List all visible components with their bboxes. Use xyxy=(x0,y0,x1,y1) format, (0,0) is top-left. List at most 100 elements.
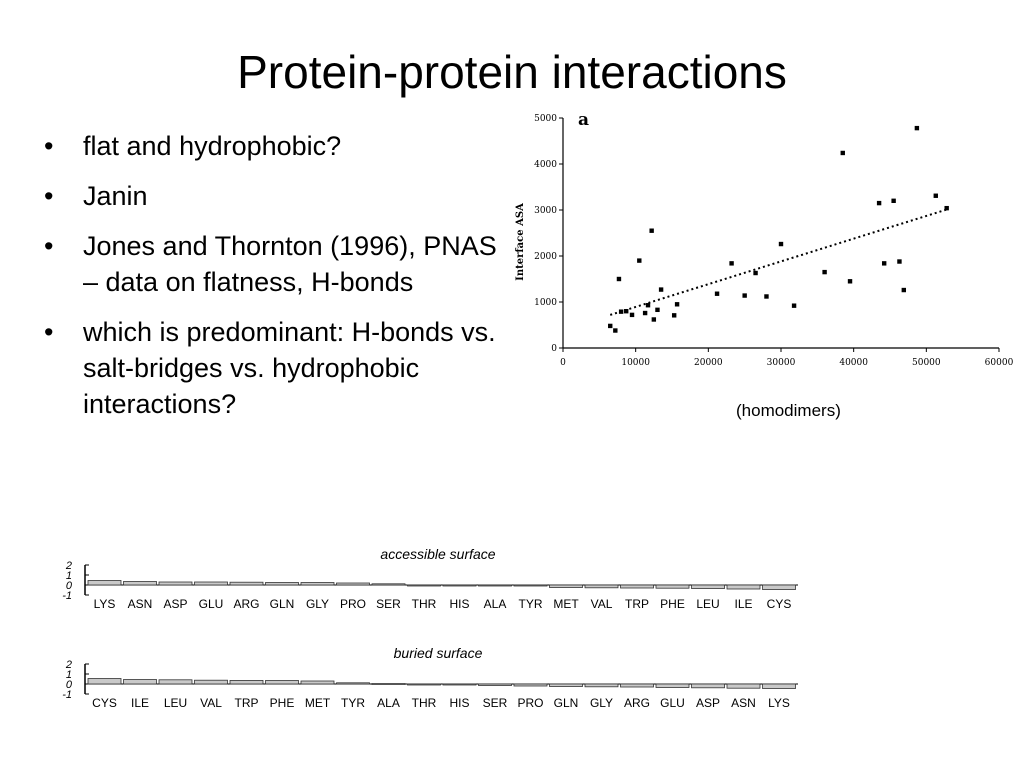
scatter-point xyxy=(618,309,624,314)
bullet-item: which is predominant: H-bonds vs. salt-b… xyxy=(40,314,510,422)
residue-label: ARG xyxy=(233,597,259,611)
scatter-point xyxy=(642,310,648,316)
residue-label: LEU xyxy=(696,597,719,611)
residue-bar xyxy=(87,678,122,685)
scatter-point xyxy=(901,287,907,293)
scatter-point xyxy=(822,269,827,275)
scatter-point xyxy=(791,303,797,308)
residue-bar xyxy=(194,679,228,685)
residue-bar xyxy=(442,683,477,686)
y-tick-label: 3000 xyxy=(534,206,557,216)
residue-bar xyxy=(229,680,264,685)
scatter-point xyxy=(933,193,938,198)
residue-label: PRO xyxy=(517,696,543,710)
scatter-point xyxy=(671,313,677,318)
x-tick-label: 10000 xyxy=(621,358,650,368)
scatter-point xyxy=(897,259,902,264)
residue-bar xyxy=(620,683,654,688)
residue-bar xyxy=(123,581,157,586)
residue-bar xyxy=(194,581,228,586)
residue-label: LYS xyxy=(768,696,790,710)
residue-label: ILE xyxy=(734,597,752,611)
residue-bar xyxy=(549,584,583,588)
scatter-point xyxy=(881,261,887,266)
residue-label: LEU xyxy=(164,696,187,710)
residue-label: LYS xyxy=(94,597,116,611)
residue-bar xyxy=(478,584,512,587)
residue-bar xyxy=(229,581,264,586)
bullet-item: Jones and Thornton (1996), PNAS – data o… xyxy=(40,228,510,300)
scatter-point xyxy=(608,323,613,329)
x-tick-label: 50000 xyxy=(912,358,941,368)
residue-bar xyxy=(371,683,406,685)
scatter-point xyxy=(616,276,622,282)
residue-label: VAL xyxy=(591,597,613,611)
trendline xyxy=(609,208,949,316)
x-tick-label: 30000 xyxy=(767,358,796,368)
scatter-point xyxy=(651,317,657,322)
residue-bar xyxy=(442,584,477,587)
residue-bar xyxy=(158,581,193,586)
residue-bar xyxy=(87,580,122,586)
scatter-point xyxy=(944,205,949,211)
residue-label: PRO xyxy=(340,597,366,611)
slide-title: Protein-protein interactions xyxy=(237,46,787,98)
residue-label: TRP xyxy=(625,597,649,611)
y-tick-label: -1 xyxy=(62,689,72,701)
scatter-point xyxy=(778,241,784,247)
panel-label: a xyxy=(578,110,589,130)
residue-bar xyxy=(726,683,761,689)
scatter-point xyxy=(613,328,618,333)
residue-label: PHE xyxy=(660,597,685,611)
y-tick-label: 4000 xyxy=(534,160,557,170)
y-tick-label: 1 xyxy=(66,669,72,681)
bullet-list: flat and hydrophobic? Janin Jones and Th… xyxy=(40,128,510,436)
residue-bar xyxy=(691,683,725,689)
residue-bar xyxy=(371,583,406,586)
residue-bar xyxy=(265,680,299,685)
residue-bar xyxy=(478,683,512,686)
residue-bar xyxy=(655,584,690,589)
residue-label: ASP xyxy=(163,597,187,611)
bullet-item: Janin xyxy=(40,178,510,214)
x-tick-label: 20000 xyxy=(694,358,723,368)
residue-bar xyxy=(620,584,654,589)
y-tick-label: 1 xyxy=(66,570,72,582)
chart-caption: (homodimers) xyxy=(736,401,841,420)
residue-label: GLN xyxy=(554,696,579,710)
residue-bar xyxy=(691,584,725,589)
scatter-point xyxy=(729,261,734,266)
residue-bar xyxy=(300,680,335,685)
scatter-point xyxy=(655,307,660,313)
residue-label: VAL xyxy=(200,696,222,710)
residue-bar xyxy=(655,683,690,688)
residue-label: ILE xyxy=(131,696,149,710)
residue-bar xyxy=(336,582,370,586)
scatter-point xyxy=(914,125,920,131)
residue-bar xyxy=(549,683,583,687)
residue-label: MET xyxy=(305,696,331,710)
residue-bar xyxy=(300,582,335,586)
residue-label: ALA xyxy=(484,597,507,611)
scatter-point xyxy=(847,279,853,284)
residue-label: TRP xyxy=(235,696,259,710)
y-tick-label: 2 xyxy=(65,560,72,572)
y-tick-label: 2000 xyxy=(534,252,557,262)
residue-label: GLY xyxy=(306,597,329,611)
residue-label: THR xyxy=(412,696,437,710)
scatter-point xyxy=(624,309,629,314)
residue-bar xyxy=(513,683,548,687)
y-tick-label: -1 xyxy=(62,590,72,602)
residue-label: ALA xyxy=(377,696,400,710)
residue-bar xyxy=(158,679,193,685)
residue-bar xyxy=(407,584,441,587)
y-tick-label: 0 xyxy=(551,344,557,354)
residue-label: SER xyxy=(483,696,508,710)
residue-label: THR xyxy=(412,597,437,611)
x-tick-label: 0 xyxy=(560,358,566,368)
scatter-point xyxy=(714,291,720,296)
scatter-point xyxy=(637,258,642,263)
residue-label: ASN xyxy=(128,597,153,611)
